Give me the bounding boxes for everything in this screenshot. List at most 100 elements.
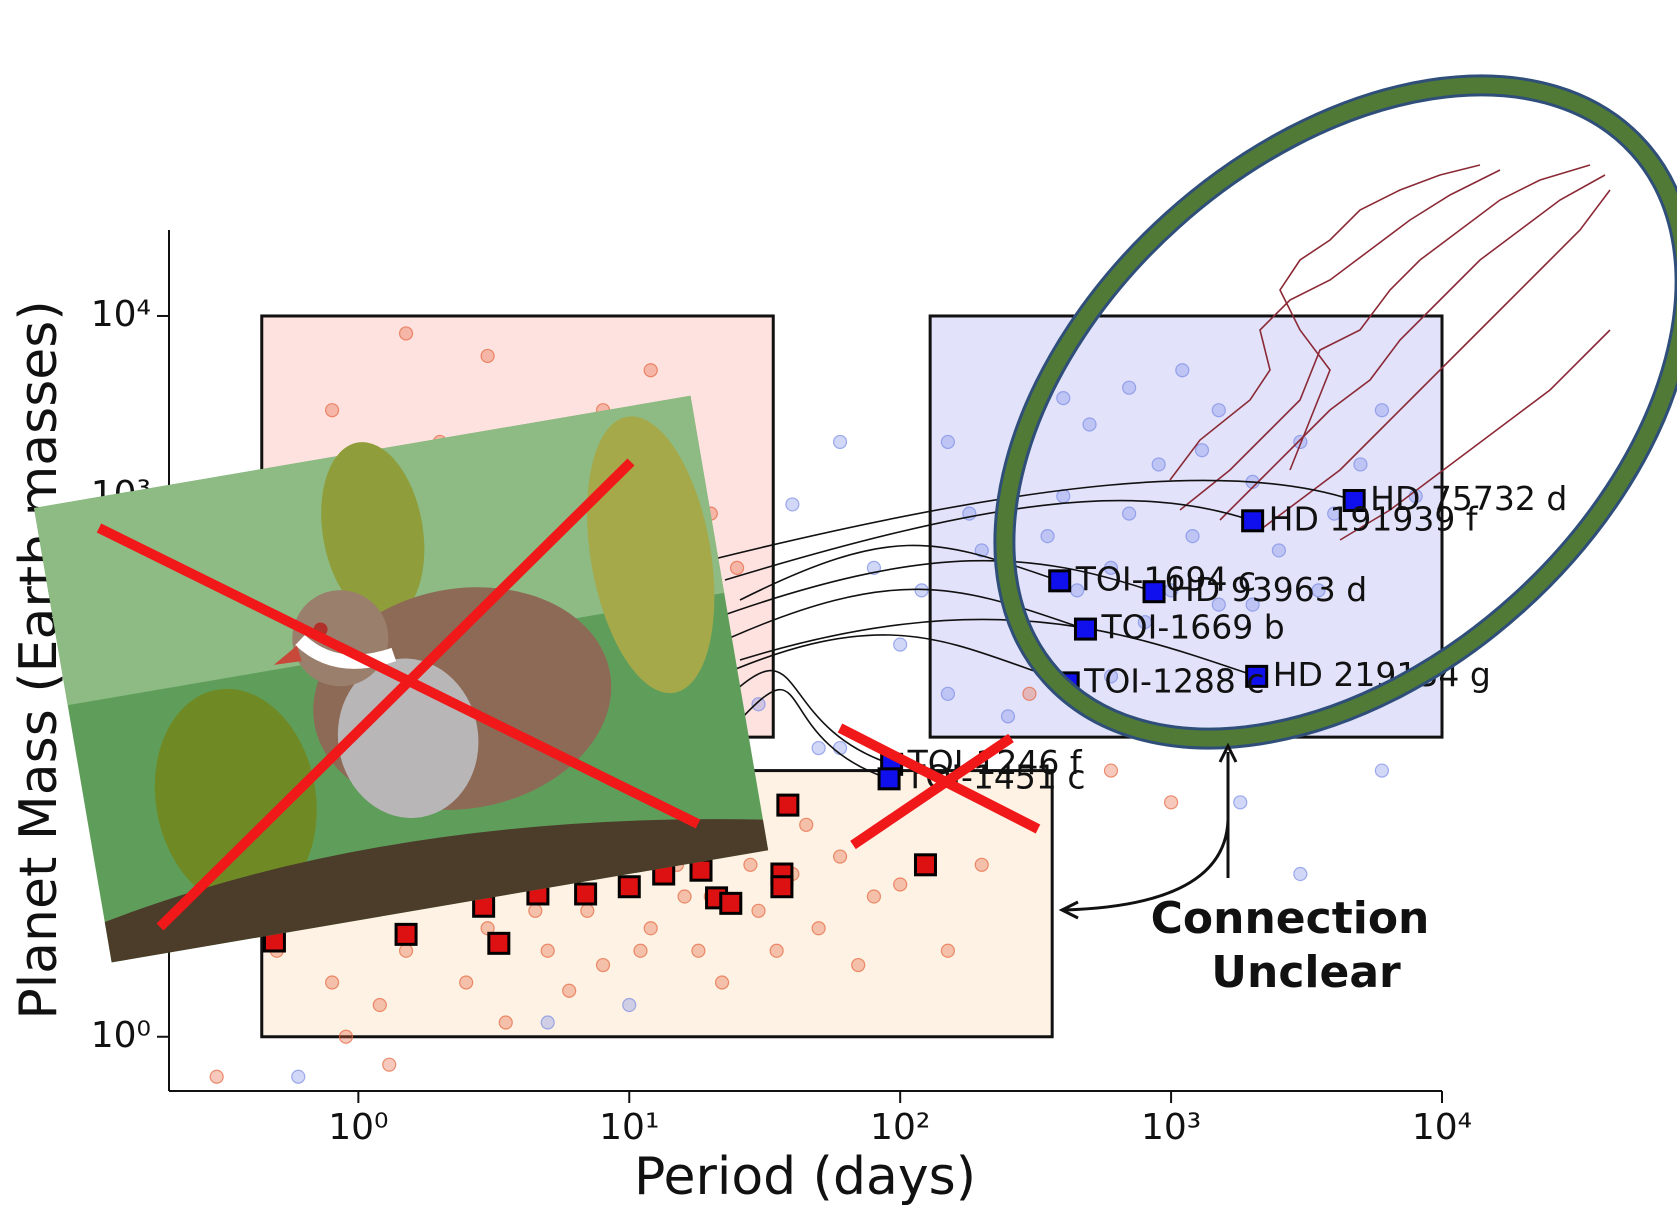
data-point — [974, 857, 989, 872]
data-point — [877, 767, 901, 791]
data-point — [540, 943, 555, 958]
data-point — [643, 363, 658, 378]
data-point — [691, 943, 706, 958]
data-point — [1245, 597, 1260, 612]
point-label: TOI-1288 c — [1083, 661, 1264, 700]
cross-line — [156, 458, 635, 931]
data-point — [1022, 686, 1037, 701]
data-point — [1040, 529, 1055, 544]
data-point — [1311, 583, 1326, 598]
data-point — [209, 1069, 224, 1084]
data-point — [832, 740, 848, 756]
data-point — [1000, 709, 1016, 724]
data-point — [1233, 795, 1248, 810]
data-point — [1122, 380, 1137, 395]
connector — [724, 669, 892, 766]
x-tick-label: 10³ — [1141, 1107, 1201, 1148]
data-point — [1163, 795, 1179, 810]
pear — [587, 416, 715, 694]
connector — [724, 499, 1253, 581]
data-point — [372, 997, 387, 1013]
cross-line — [850, 733, 1014, 850]
pear — [321, 442, 425, 621]
data-point — [1082, 417, 1097, 432]
data-point — [562, 983, 577, 998]
data-point — [498, 1015, 513, 1030]
data-point — [1056, 391, 1071, 406]
data-point — [776, 793, 800, 817]
annotation-arrows — [1058, 742, 1238, 920]
connectors — [709, 479, 1355, 780]
data-point — [913, 853, 937, 877]
data-point — [1293, 866, 1308, 882]
data-point — [1103, 560, 1119, 575]
data-point — [811, 740, 826, 756]
data-point — [751, 697, 766, 712]
data-point — [689, 858, 713, 882]
data-point — [729, 560, 745, 575]
data-point — [974, 543, 989, 558]
data-point — [770, 875, 794, 899]
highlight-ellipse — [996, 77, 1677, 747]
data-point — [751, 903, 766, 918]
arrow-head — [1218, 742, 1238, 763]
data-point — [719, 891, 743, 915]
x-axis-label: Period (days) — [634, 1147, 976, 1207]
connector — [709, 634, 1069, 684]
data-point — [940, 686, 955, 701]
data-point — [1293, 434, 1308, 450]
branch — [104, 819, 769, 963]
data-point — [480, 348, 495, 364]
y-tick-label: 10⁴ — [91, 294, 151, 335]
data-point — [1353, 457, 1368, 472]
data-point — [1194, 443, 1210, 458]
connector — [724, 588, 1086, 641]
point-label: HD 191939 f — [1269, 499, 1479, 538]
data-point — [811, 921, 826, 936]
arrow-head — [1058, 900, 1079, 920]
data-point — [325, 403, 340, 418]
data-point — [633, 943, 648, 958]
contour — [1259, 189, 1611, 531]
data-point — [622, 997, 637, 1013]
contour — [1169, 169, 1501, 481]
data-point — [1137, 615, 1152, 630]
arrow — [1064, 819, 1230, 912]
x-tick-label: 10⁴ — [1412, 1107, 1472, 1148]
data-point — [1142, 580, 1166, 604]
data-point — [940, 434, 955, 450]
data-point — [851, 957, 866, 973]
data-point — [866, 889, 882, 904]
x-tick-label: 10² — [870, 1107, 930, 1148]
contours — [1169, 164, 1611, 541]
data-point — [459, 975, 474, 990]
connector — [739, 688, 890, 780]
data-point — [743, 857, 758, 872]
point-label: TOI-1669 b — [1100, 608, 1284, 647]
data-point — [617, 875, 641, 899]
data-point — [785, 497, 800, 512]
contour — [1279, 164, 1481, 471]
contour — [1339, 329, 1611, 541]
cross-line — [837, 723, 1041, 834]
point-label: HD 75732 d — [1370, 479, 1567, 518]
data-point — [714, 975, 730, 990]
contour — [1219, 174, 1606, 521]
data-point — [893, 637, 908, 652]
data-point — [1103, 669, 1119, 684]
annotation: Unclear — [1211, 947, 1401, 998]
data-point — [799, 817, 814, 832]
connector — [739, 618, 1257, 678]
data-point — [1073, 617, 1097, 641]
data-point — [1175, 363, 1190, 378]
data-point — [914, 583, 929, 598]
data-point — [643, 921, 658, 936]
cross-out — [96, 458, 1041, 931]
data-point — [677, 889, 692, 904]
data-point — [832, 434, 848, 450]
data-point — [1245, 664, 1269, 688]
data-point — [1056, 489, 1071, 504]
data-point — [1271, 543, 1286, 558]
